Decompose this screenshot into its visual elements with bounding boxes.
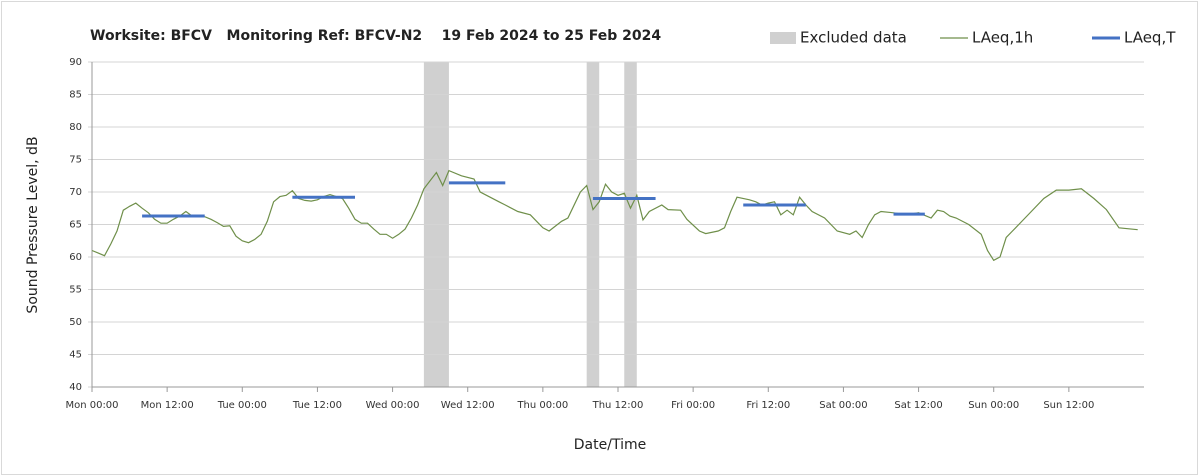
y-tick-label: 45	[69, 350, 82, 361]
x-tick-label: Sat 12:00	[894, 400, 942, 411]
x-tick-label: Fri 00:00	[671, 400, 715, 411]
x-tick-label: Mon 12:00	[141, 400, 194, 411]
x-tick-label: Sun 12:00	[1043, 400, 1094, 411]
y-tick-label: 80	[69, 122, 82, 133]
y-tick-label: 70	[69, 187, 82, 198]
legend-label: LAeq,T	[1124, 29, 1176, 47]
legend-label: LAeq,1h	[972, 29, 1033, 47]
x-tick-label: Thu 12:00	[592, 400, 644, 411]
x-tick-label: Wed 00:00	[366, 400, 420, 411]
y-tick-label: 85	[69, 90, 82, 101]
legend-swatch	[770, 32, 796, 44]
y-tick-label: 75	[69, 155, 82, 166]
y-tick-label: 60	[69, 252, 82, 263]
x-tick-label: Mon 00:00	[65, 400, 118, 411]
x-tick-label: Sat 00:00	[819, 400, 867, 411]
series-line	[91, 169, 1138, 262]
chart-title: Worksite: BFCV Monitoring Ref: BFCV-N2 1…	[90, 28, 661, 44]
x-tick-label: Sun 00:00	[968, 400, 1019, 411]
y-tick-label: 90	[69, 57, 82, 68]
y-tick-label: 50	[69, 317, 82, 328]
x-axis-label: Date/Time	[574, 437, 646, 453]
x-tick-label: Thu 00:00	[516, 400, 568, 411]
legend-label: Excluded data	[800, 29, 907, 47]
x-tick-label: Fri 12:00	[746, 400, 790, 411]
y-tick-label: 65	[69, 220, 82, 231]
y-tick-label: 40	[69, 382, 82, 393]
x-tick-label: Tue 12:00	[292, 400, 342, 411]
y-axis-label: Sound Pressure Level, dB	[25, 136, 41, 313]
x-tick-label: Wed 12:00	[441, 400, 495, 411]
x-tick-label: Tue 00:00	[217, 400, 267, 411]
y-tick-label: 55	[69, 285, 82, 296]
